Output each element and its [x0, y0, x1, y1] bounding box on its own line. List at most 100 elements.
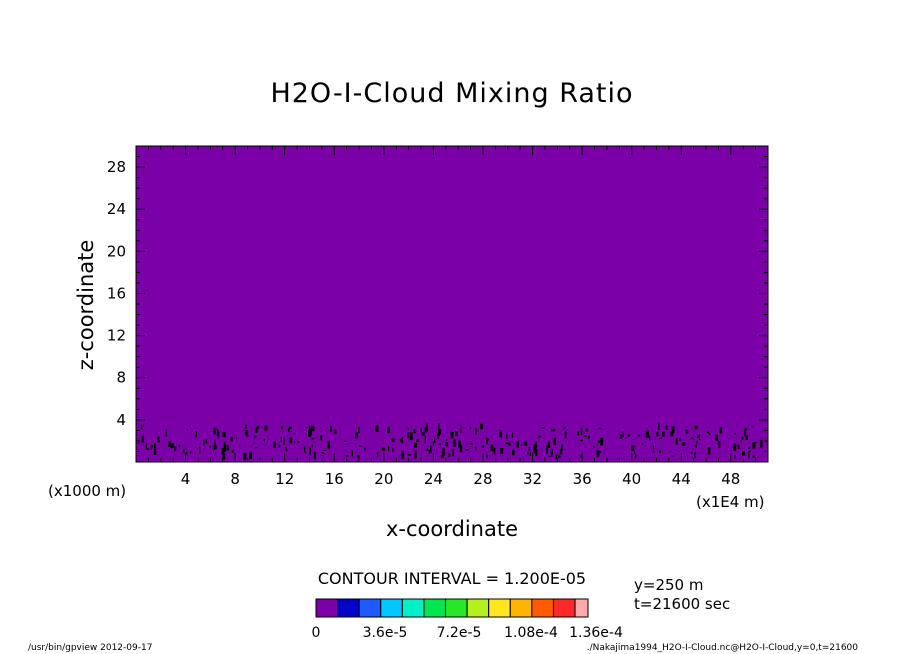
x-tick-label: 44: [672, 470, 691, 488]
cloud-speck: [459, 445, 463, 453]
cloud-speck: [749, 450, 751, 453]
footer-left: /usr/bin/gpview 2012-09-17: [28, 643, 152, 653]
cloud-speck: [485, 437, 488, 445]
cloud-speck: [327, 441, 331, 449]
colorbar-segment: [531, 598, 554, 618]
cloud-speck: [308, 429, 312, 437]
cloud-speck: [588, 435, 590, 439]
meta-y: y=250 m: [634, 576, 703, 594]
cloud-speck: [245, 430, 249, 437]
cloud-speck: [182, 450, 185, 453]
cloud-speck: [278, 444, 281, 448]
cloud-speck: [156, 436, 160, 443]
cloud-speck: [226, 444, 229, 451]
cloud-speck: [387, 426, 390, 434]
cloud-speck: [631, 445, 635, 452]
cloud-speck: [596, 450, 600, 457]
cloud-speck: [619, 434, 623, 439]
cloud-speck: [682, 442, 686, 446]
cloud-speck: [305, 426, 308, 429]
cloud-speck: [600, 437, 604, 446]
cloud-speck: [174, 446, 177, 452]
cloud-speck: [329, 426, 332, 432]
cloud-speck: [235, 437, 238, 440]
cloud-speck: [256, 425, 260, 429]
cloud-speck: [448, 453, 451, 457]
cloud-speck: [528, 446, 531, 452]
cloud-speck: [670, 431, 674, 437]
cloud-speck: [541, 427, 545, 429]
cloud-speck: [288, 427, 290, 432]
cloud-speck: [153, 443, 156, 449]
cloud-speck: [469, 427, 472, 429]
colorbar-label: 7.2e-5: [437, 625, 482, 641]
y-tick-label: 28: [107, 158, 126, 176]
contour-interval: CONTOUR INTERVAL = 1.200E-05: [318, 569, 586, 588]
cloud-speck: [564, 430, 567, 439]
cloud-speck: [391, 438, 395, 443]
cloud-speck: [414, 450, 417, 459]
cloud-speck: [533, 446, 536, 453]
cloud-speck: [526, 451, 529, 453]
meta-t: t=21600 sec: [634, 595, 730, 613]
cloud-speck: [205, 439, 208, 444]
cloud-speck: [690, 437, 694, 440]
x-tick-label: 8: [230, 470, 240, 488]
cloud-speck: [465, 449, 469, 451]
cloud-speck: [322, 452, 324, 454]
colorbar-segment: [315, 598, 339, 618]
cloud-speck: [140, 424, 143, 430]
cloud-speck: [145, 443, 147, 450]
cloud-speck: [178, 444, 181, 448]
cloud-speck: [426, 448, 429, 451]
cloud-speck: [364, 447, 366, 451]
cloud-speck: [146, 448, 149, 451]
colorbar-segment: [358, 598, 382, 618]
colorbar-label: 1.36e-4: [569, 625, 623, 641]
cloud-speck: [665, 425, 668, 430]
cloud-speck: [311, 437, 315, 440]
x-axis-label: x-coordinate: [386, 517, 518, 541]
cloud-speck: [752, 455, 755, 458]
cloud-speck: [170, 444, 174, 448]
cloud-speck: [222, 432, 226, 438]
cloud-speck: [658, 423, 660, 430]
cloud-speck: [506, 434, 508, 439]
cloud-speck: [699, 438, 701, 441]
cloud-speck: [715, 434, 719, 442]
cloud-speck: [552, 428, 556, 432]
colorbar-label: 1.08e-4: [504, 625, 558, 641]
footer-right: ./Nakajima1994_H2O-I-Cloud.nc@H2O-I-Clou…: [587, 643, 859, 653]
cloud-speck: [168, 441, 171, 448]
cloud-speck: [407, 432, 409, 439]
cloud-speck: [508, 442, 511, 446]
cloud-speck: [413, 429, 416, 434]
cloud-speck: [511, 432, 514, 438]
x-tick-label: 28: [473, 470, 492, 488]
cloud-speck: [221, 447, 225, 455]
cloud-speck: [659, 437, 662, 439]
cloud-speck: [533, 443, 537, 447]
cloud-speck: [432, 441, 435, 446]
cloud-speck: [445, 438, 448, 441]
cloud-speck: [434, 437, 436, 444]
cloud-speck: [645, 430, 649, 438]
cloud-speck: [734, 455, 736, 459]
cloud-speck: [634, 453, 637, 459]
cloud-speck: [222, 453, 226, 460]
cloud-speck: [486, 454, 488, 458]
cloud-speck: [438, 443, 441, 445]
colorbar-segment: [380, 598, 403, 618]
cloud-speck: [580, 439, 583, 442]
cloud-speck: [320, 435, 323, 441]
plot-area: [135, 145, 769, 463]
cloud-speck: [416, 439, 420, 441]
colorbar-segment: [509, 598, 533, 618]
cloud-speck: [550, 452, 553, 457]
cloud-speck: [399, 438, 402, 442]
cloud-speck: [414, 442, 418, 448]
cloud-speck: [248, 451, 253, 459]
cloud-speck: [153, 449, 157, 455]
cloud-speck: [493, 447, 496, 455]
